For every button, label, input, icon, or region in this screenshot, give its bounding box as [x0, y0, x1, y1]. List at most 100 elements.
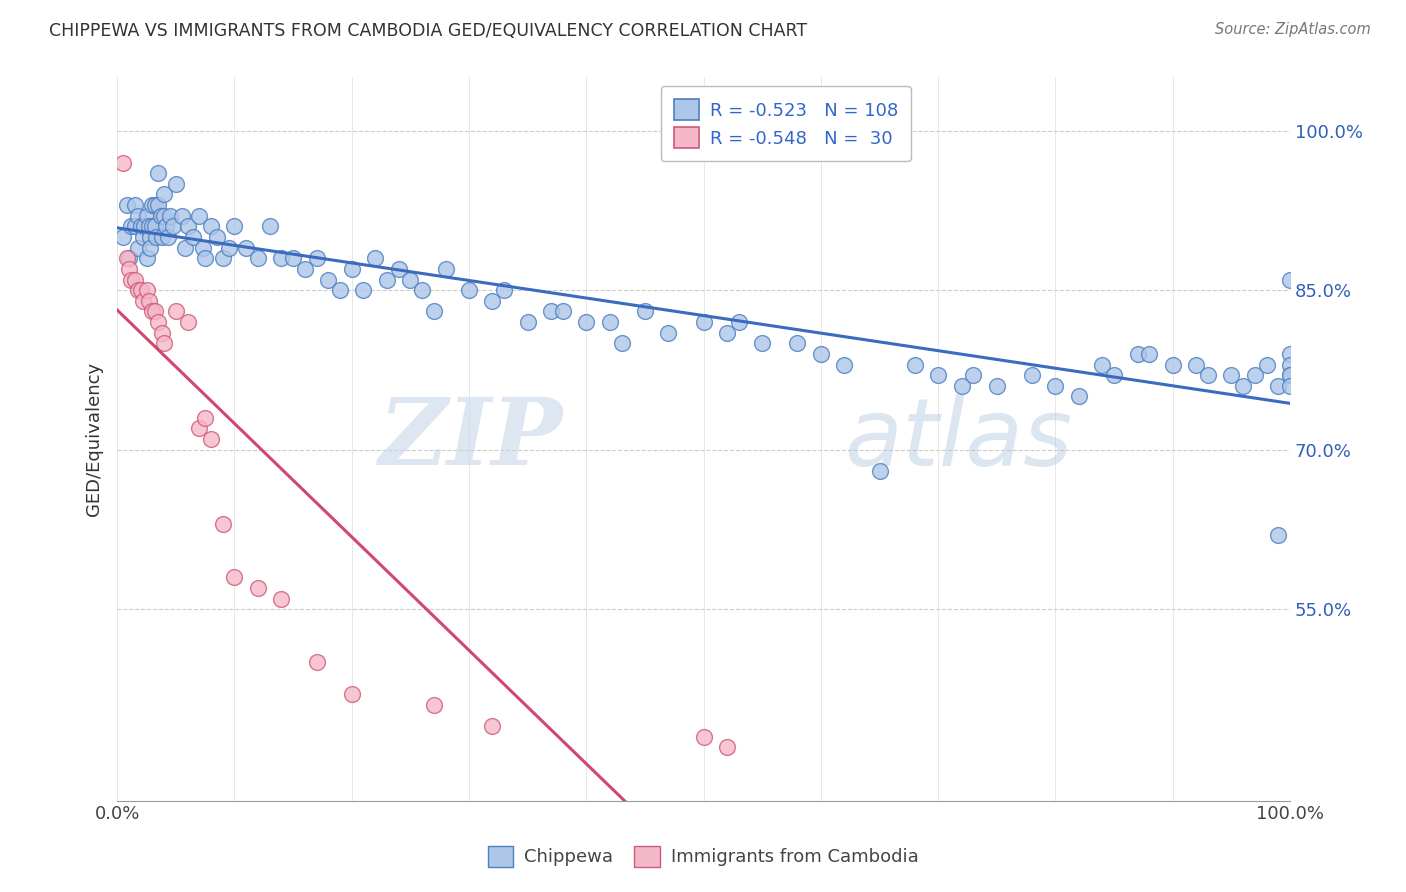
Point: [143, 219, 166, 234]
Point: [458, 283, 481, 297]
Point: [716, 326, 738, 340]
Point: [194, 252, 217, 266]
Point: [950, 379, 973, 393]
Point: [692, 315, 714, 329]
Point: [540, 304, 562, 318]
Point: [551, 304, 574, 318]
Point: [148, 315, 170, 329]
Point: [135, 209, 157, 223]
Point: [375, 272, 398, 286]
Point: [150, 326, 173, 340]
Point: [270, 252, 292, 266]
Point: [143, 198, 166, 212]
Point: [751, 336, 773, 351]
Point: [340, 687, 363, 701]
Text: Source: ZipAtlas.com: Source: ZipAtlas.com: [1215, 22, 1371, 37]
Point: [1232, 379, 1254, 393]
Point: [153, 336, 176, 351]
Point: [194, 410, 217, 425]
Point: [364, 252, 387, 266]
Point: [211, 517, 233, 532]
Point: [127, 241, 149, 255]
Text: CHIPPEWA VS IMMIGRANTS FROM CAMBODIA GED/EQUIVALENCY CORRELATION CHART: CHIPPEWA VS IMMIGRANTS FROM CAMBODIA GED…: [49, 22, 807, 40]
Point: [188, 421, 211, 435]
Y-axis label: GED/Equivalency: GED/Equivalency: [86, 362, 103, 516]
Point: [481, 719, 503, 733]
Point: [200, 219, 222, 234]
Point: [132, 293, 155, 308]
Point: [1126, 347, 1149, 361]
Point: [205, 230, 228, 244]
Point: [246, 252, 269, 266]
Point: [224, 219, 246, 234]
Point: [176, 315, 198, 329]
Point: [481, 293, 503, 308]
Point: [115, 198, 138, 212]
Point: [270, 591, 292, 606]
Point: [155, 219, 177, 234]
Point: [281, 252, 304, 266]
Point: [156, 230, 179, 244]
Point: [148, 166, 170, 180]
Point: [1279, 368, 1302, 383]
Point: [869, 464, 891, 478]
Point: [135, 252, 157, 266]
Point: [316, 272, 339, 286]
Point: [1185, 358, 1208, 372]
Point: [138, 219, 160, 234]
Point: [434, 261, 457, 276]
Point: [575, 315, 598, 329]
Point: [112, 230, 135, 244]
Point: [727, 315, 749, 329]
Point: [810, 347, 832, 361]
Point: [340, 261, 363, 276]
Point: [120, 219, 142, 234]
Point: [1267, 379, 1289, 393]
Point: [176, 219, 198, 234]
Point: [141, 304, 163, 318]
Point: [129, 283, 152, 297]
Point: [218, 241, 240, 255]
Point: [834, 358, 856, 372]
Point: [135, 283, 157, 297]
Point: [1102, 368, 1125, 383]
Point: [1137, 347, 1160, 361]
Point: [139, 230, 162, 244]
Point: [610, 336, 633, 351]
Point: [305, 656, 328, 670]
Point: [305, 252, 328, 266]
Point: [162, 219, 184, 234]
Point: [927, 368, 949, 383]
Point: [716, 740, 738, 755]
Point: [124, 198, 146, 212]
Point: [118, 261, 141, 276]
Point: [188, 209, 211, 223]
Point: [599, 315, 621, 329]
Point: [145, 230, 167, 244]
Point: [183, 230, 205, 244]
Point: [986, 379, 1008, 393]
Point: [1279, 347, 1302, 361]
Point: [423, 698, 446, 712]
Point: [129, 219, 152, 234]
Point: [634, 304, 657, 318]
Point: [1279, 272, 1302, 286]
Point: [118, 252, 141, 266]
Point: [124, 219, 146, 234]
Point: [786, 336, 808, 351]
Point: [1279, 379, 1302, 393]
Point: [153, 209, 176, 223]
Point: [399, 272, 422, 286]
Point: [224, 570, 246, 584]
Legend: Chippewa, Immigrants from Cambodia: Chippewa, Immigrants from Cambodia: [481, 838, 925, 874]
Point: [165, 304, 187, 318]
Point: [329, 283, 352, 297]
Point: [1067, 389, 1090, 403]
Legend: R = -0.523   N = 108, R = -0.548   N =  30: R = -0.523 N = 108, R = -0.548 N = 30: [661, 87, 911, 161]
Point: [388, 261, 411, 276]
Point: [294, 261, 316, 276]
Point: [1021, 368, 1043, 383]
Point: [1256, 358, 1278, 372]
Text: ZIP: ZIP: [378, 394, 562, 484]
Point: [1267, 527, 1289, 541]
